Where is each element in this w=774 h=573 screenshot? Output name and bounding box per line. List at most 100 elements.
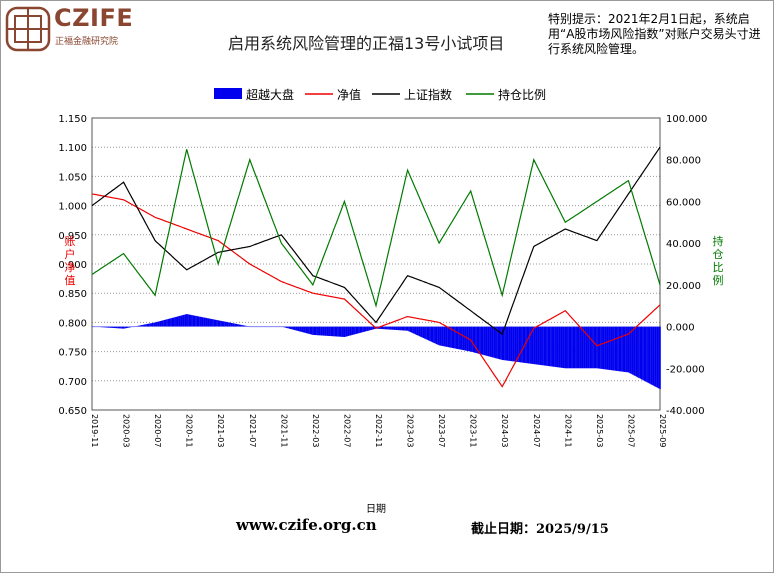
excess-bar: [232, 323, 234, 327]
legend-label: 持仓比例: [498, 87, 546, 102]
excess-bar: [640, 326, 643, 380]
excess-bar: [216, 320, 218, 327]
excess-bar: [484, 326, 486, 356]
excess-bar: [247, 326, 250, 327]
excess-bar: [452, 326, 455, 349]
excess-bar: [463, 326, 465, 351]
excess-bar: [125, 326, 127, 329]
excess-bar: [117, 326, 120, 329]
x-tick-label: 2021-03: [216, 414, 225, 447]
excess-bar: [654, 326, 656, 387]
excess-bar: [562, 326, 564, 368]
excess-bar: [384, 326, 387, 330]
excess-bar: [629, 326, 631, 374]
excess-bar: [496, 326, 498, 359]
excess-bar: [602, 326, 605, 370]
excess-bar: [580, 326, 582, 369]
excess-bar: [166, 319, 168, 327]
excess-bar: [322, 326, 325, 336]
excess-bar: [426, 326, 429, 340]
excess-bar: [195, 315, 197, 327]
excess-bar: [199, 316, 201, 327]
excess-bar: [143, 324, 146, 327]
x-axis-label: 日期: [366, 503, 386, 515]
excess-bar: [596, 326, 598, 369]
excess-bar: [276, 326, 279, 328]
x-tick-label: 2023-07: [437, 414, 446, 447]
excess-bar: [271, 326, 273, 328]
excess-bar: [174, 317, 176, 327]
excess-bar: [535, 326, 538, 365]
excess-bar: [575, 326, 577, 369]
excess-bar: [497, 326, 500, 359]
excess-bar: [417, 326, 419, 336]
excess-bar: [413, 326, 415, 334]
excess-bar: [358, 326, 360, 334]
excess-bar: [190, 314, 192, 327]
excess-bar: [530, 326, 532, 364]
excess-bar: [161, 320, 163, 327]
excess-bar: [179, 315, 181, 327]
legend-item: 净值: [305, 87, 361, 102]
excess-bar: [637, 326, 639, 378]
excess-bar: [501, 326, 504, 360]
excess-bar: [208, 318, 210, 327]
excess-bar: [153, 322, 155, 327]
excess-bar: [474, 326, 476, 353]
x-tick-label: 2020-03: [122, 414, 131, 447]
excess-bar: [272, 326, 275, 328]
excess-bar: [283, 326, 285, 328]
excess-bar: [351, 326, 354, 335]
excess-bar: [285, 326, 288, 328]
excess-bar: [320, 326, 322, 336]
excess-bar: [522, 326, 525, 363]
excess-bar: [572, 326, 575, 369]
excess-bar: [552, 326, 555, 367]
excess-bar: [547, 326, 550, 367]
excess-bar: [470, 326, 472, 352]
excess-bar: [529, 326, 531, 364]
excess-bar: [434, 326, 436, 344]
excess-bar: [617, 326, 619, 372]
excess-bar: [514, 326, 517, 362]
excess-bar: [234, 323, 237, 327]
excess-bar: [551, 326, 553, 367]
excess-bar: [371, 326, 373, 330]
excess-bar: [282, 326, 284, 328]
excess-bar: [601, 326, 603, 369]
excess-bar: [487, 326, 489, 357]
x-tick-label: 2020-07: [153, 414, 162, 447]
excess-bar: [638, 326, 640, 379]
excess-bar: [409, 326, 411, 332]
x-tick-label: 2021-11: [279, 414, 288, 447]
excess-bar: [579, 326, 581, 369]
excess-bar: [213, 319, 216, 327]
excess-bar: [560, 326, 563, 368]
excess-bar: [363, 326, 365, 332]
excess-bar: [455, 326, 458, 349]
excess-bar: [521, 326, 523, 363]
excess-bar: [325, 326, 327, 336]
excess-bar: [593, 326, 596, 369]
excess-bar: [310, 326, 313, 335]
excess-bar: [627, 326, 630, 373]
excess-bar: [337, 326, 339, 337]
excess-bar: [566, 326, 568, 369]
excess-bar: [304, 326, 306, 333]
excess-bar: [492, 326, 494, 358]
excess-bar: [342, 326, 344, 337]
excess-bar: [158, 321, 160, 327]
excess-bar: [250, 326, 252, 328]
excess-bar: [420, 326, 422, 337]
excess-bar: [616, 326, 618, 371]
excess-bar: [359, 326, 362, 333]
excess-bar: [498, 326, 501, 360]
excess-bar: [318, 326, 321, 336]
excess-bar: [533, 326, 535, 365]
excess-bar: [332, 326, 334, 337]
excess-bar: [236, 323, 238, 327]
excess-bar: [254, 326, 256, 328]
excess-bar: [435, 326, 438, 345]
excess-bar: [500, 326, 502, 360]
excess-bar: [154, 322, 156, 327]
